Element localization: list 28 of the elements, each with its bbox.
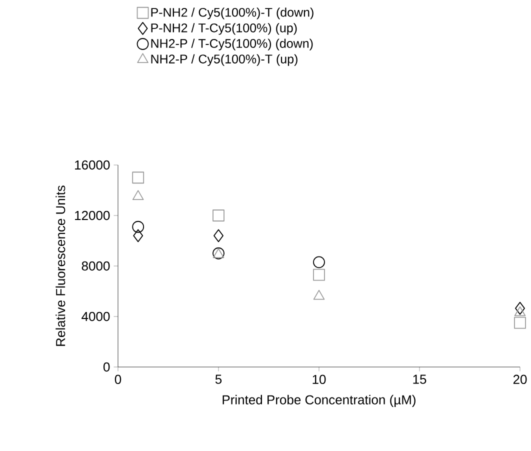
point — [515, 302, 525, 315]
legend-label: P-NH2 / T-Cy5(100%) (up) — [151, 23, 297, 35]
x-tick-label: 20 — [513, 374, 527, 384]
y-tick-label: 12000 — [75, 210, 110, 220]
point — [313, 290, 325, 300]
point — [133, 229, 144, 242]
legend-label: NH2-P / T-Cy5(100%) (down) — [151, 38, 313, 50]
point — [132, 190, 144, 200]
x-axis-title: Printed Probe Concentration (µM) — [222, 394, 416, 407]
legend-label: P-NH2 / Cy5(100%)-T (down) — [151, 8, 314, 20]
y-tick-label: 0 — [103, 362, 110, 372]
point — [313, 256, 325, 268]
y-tick-label: 4000 — [82, 312, 110, 322]
point — [214, 229, 224, 242]
y-tick-label: 8000 — [82, 261, 110, 271]
point — [132, 172, 144, 184]
x-tick-label: 15 — [413, 374, 426, 384]
point — [514, 306, 526, 316]
y-tick-label: 16000 — [75, 160, 110, 170]
point — [313, 268, 325, 281]
legend-label: NH2-P / Cy5(100%)-T (up) — [151, 54, 298, 66]
x-tick-label: 5 — [215, 374, 222, 384]
y-axis-title: Relative Fluorescence Units — [56, 186, 66, 346]
point — [514, 316, 526, 329]
x-tick-label: 0 — [114, 374, 122, 384]
point — [212, 210, 224, 222]
x-tick-label: 10 — [312, 374, 326, 384]
point — [132, 220, 144, 233]
